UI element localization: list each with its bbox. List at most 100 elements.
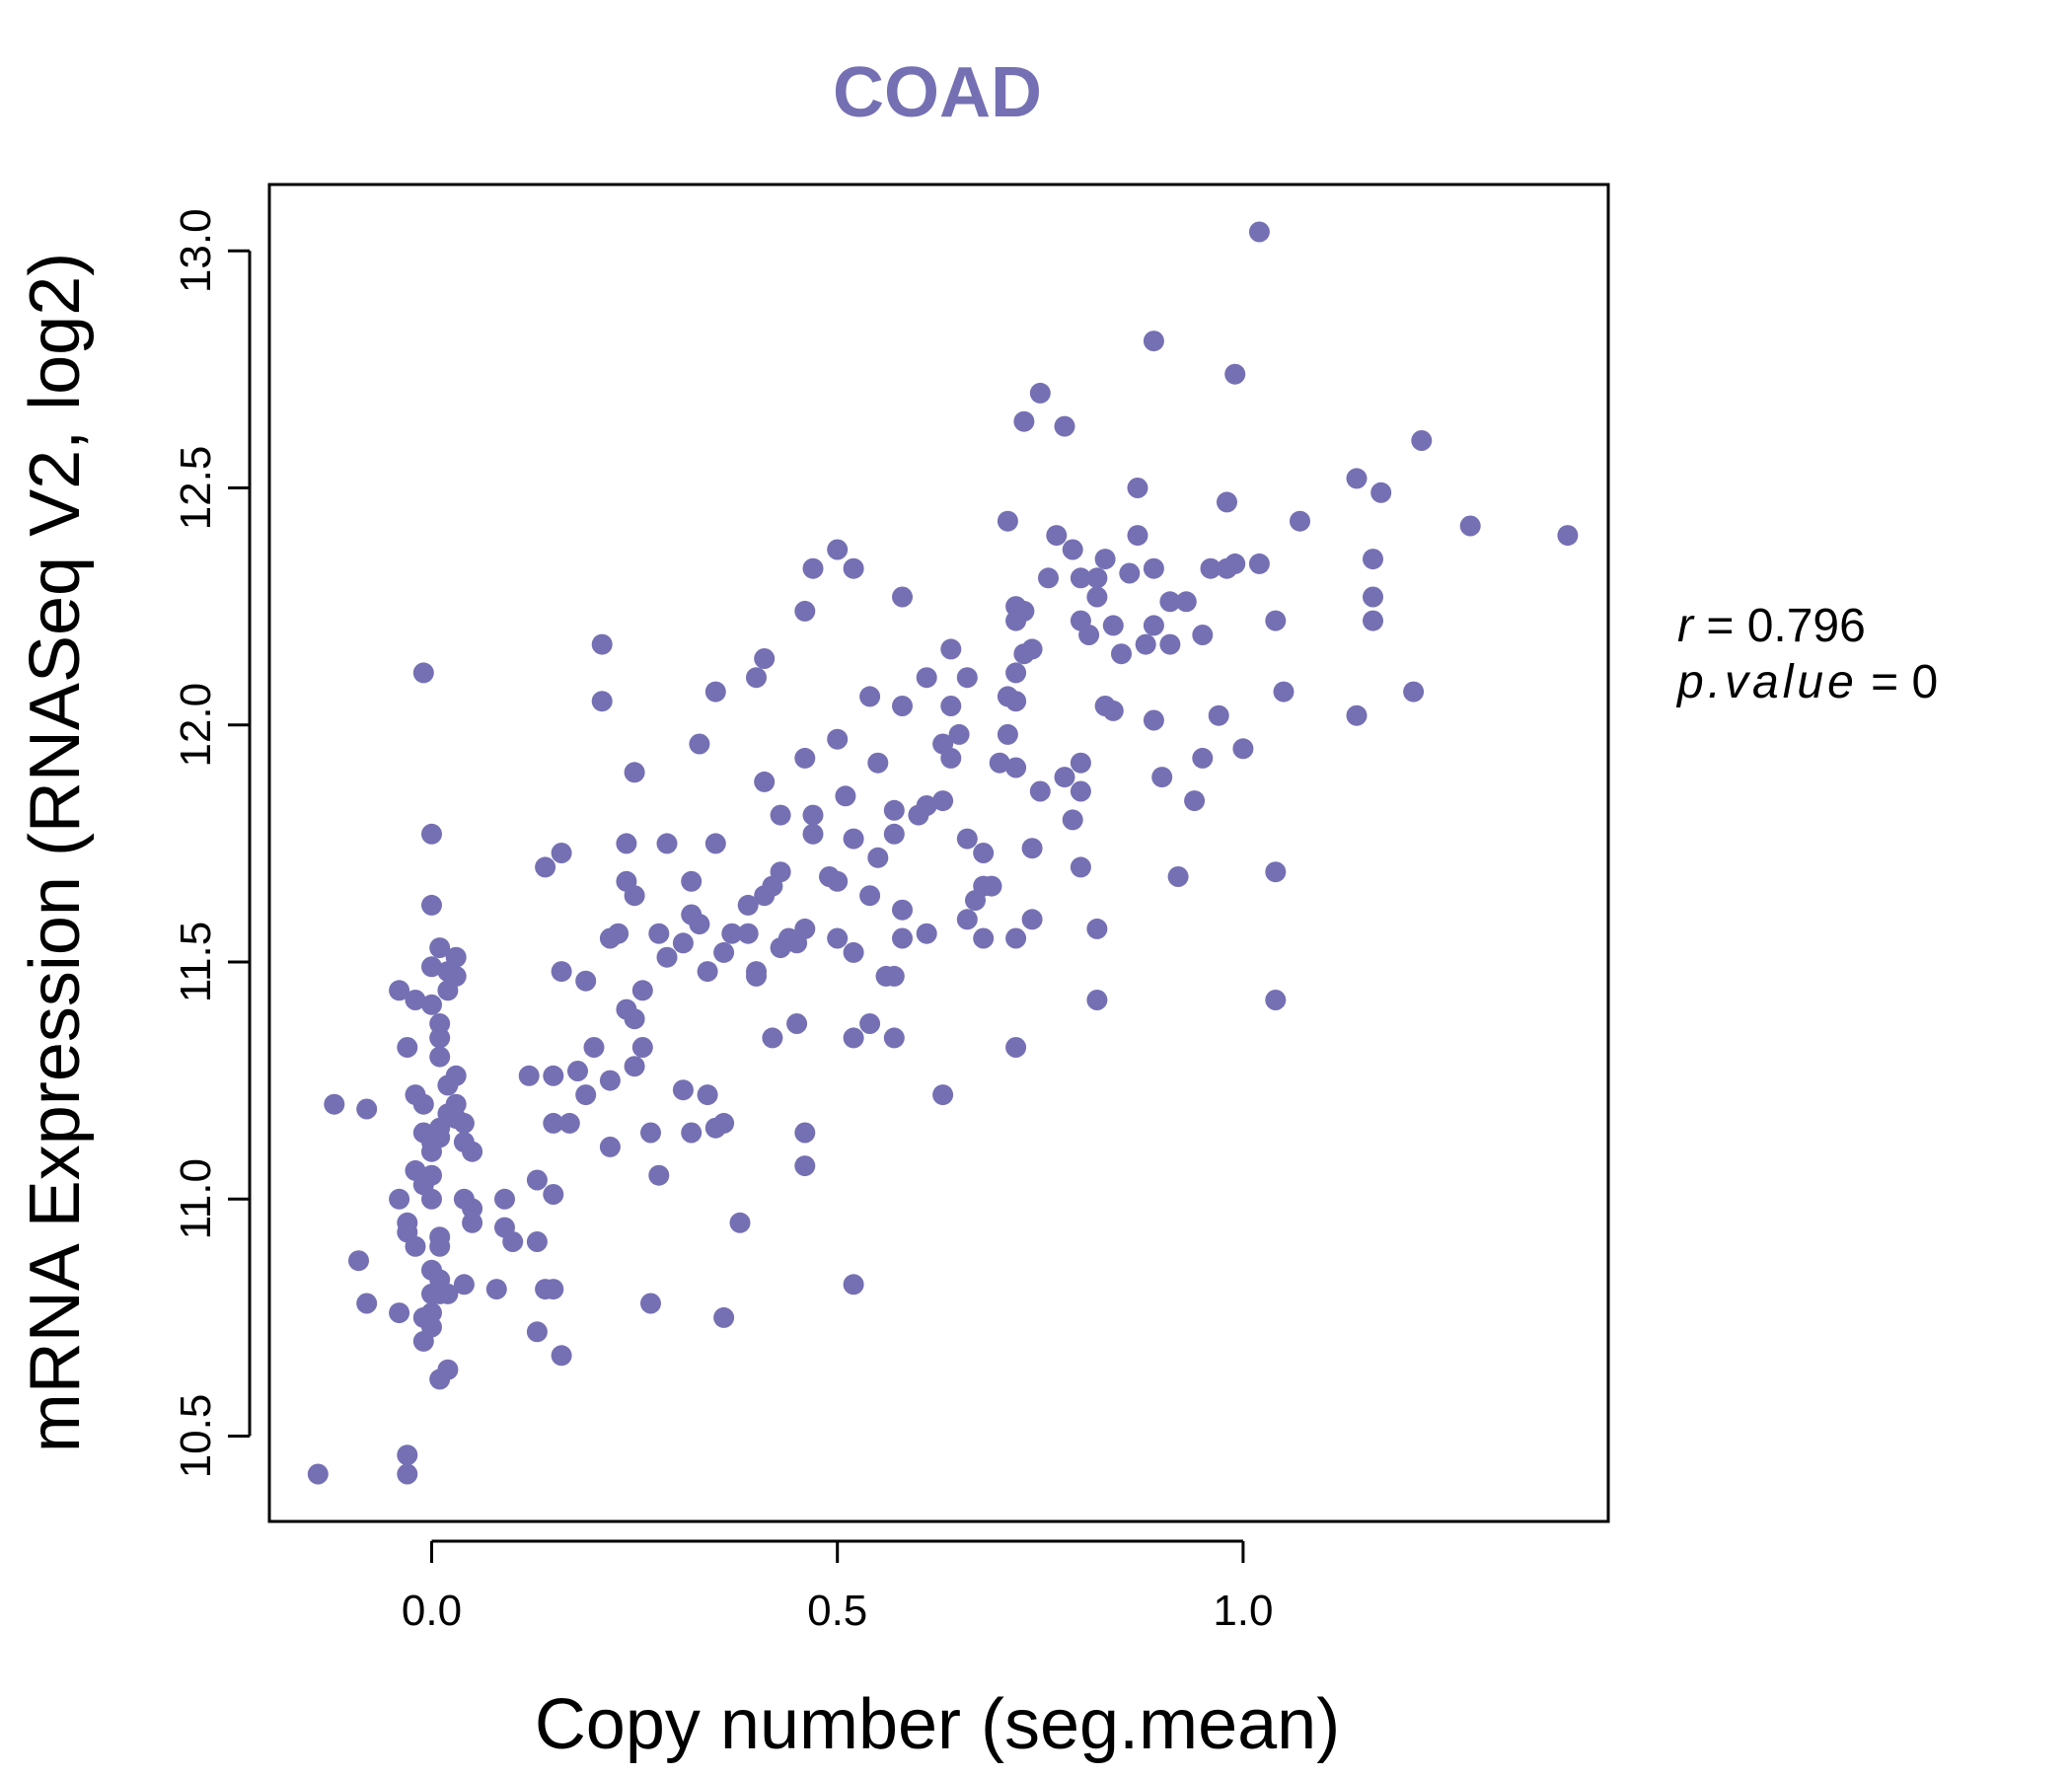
data-point: [421, 823, 442, 845]
data-point: [429, 1046, 451, 1068]
data-point: [1086, 567, 1108, 589]
p-equals: =: [1858, 656, 1912, 708]
data-point: [543, 1112, 564, 1134]
data-point: [640, 1293, 661, 1314]
data-point: [421, 1188, 442, 1210]
x-tick-label: 0.5: [807, 1587, 867, 1635]
data-point: [405, 990, 426, 1010]
data-point: [356, 1098, 378, 1120]
data-point: [1029, 382, 1051, 404]
data-point: [794, 600, 816, 622]
y-tick-label: 10.5: [172, 1394, 220, 1479]
p-value-annotation: p.value = 0: [1675, 656, 1938, 708]
points-layer: [307, 221, 1579, 1485]
data-point: [1143, 331, 1164, 352]
data-point: [453, 1274, 475, 1295]
data-point: [1143, 709, 1164, 731]
data-point: [558, 1112, 580, 1134]
data-point: [356, 1293, 378, 1314]
data-point: [1248, 221, 1270, 243]
data-point: [1363, 610, 1383, 631]
data-point: [681, 870, 703, 892]
data-point: [827, 927, 849, 949]
x-axis: 0.0 0.5 1.0: [402, 1539, 1273, 1635]
data-point: [453, 1112, 475, 1134]
data-point: [867, 752, 889, 774]
data-point: [892, 927, 913, 949]
data-point: [462, 1198, 483, 1220]
data-point: [1005, 662, 1027, 684]
y-tick-label: 11.0: [172, 1158, 220, 1239]
data-point: [421, 994, 442, 1015]
data-point: [843, 1274, 864, 1295]
data-point: [835, 785, 856, 807]
data-point: [883, 799, 905, 821]
data-point: [575, 1084, 597, 1106]
data-point: [567, 1061, 588, 1081]
data-point: [697, 961, 718, 983]
data-point: [989, 752, 1010, 774]
data-point: [916, 795, 937, 816]
data-point: [599, 1070, 621, 1091]
data-point: [956, 828, 978, 850]
data-point: [689, 733, 710, 755]
data-point: [859, 885, 881, 907]
data-point: [421, 1302, 442, 1324]
data-point: [421, 1316, 442, 1338]
data-point: [997, 510, 1018, 532]
data-point: [526, 1231, 548, 1252]
correlation-annotation: r = 0.796: [1677, 600, 1866, 652]
data-point: [1021, 838, 1043, 859]
data-point: [843, 941, 864, 963]
data-point: [1192, 747, 1214, 769]
data-point: [518, 1065, 540, 1086]
plot-frame: [267, 183, 1610, 1523]
data-point: [591, 691, 613, 712]
data-point: [689, 914, 710, 935]
data-point: [802, 557, 824, 579]
data-point: [713, 1112, 735, 1134]
y-tick-label: 13.0: [172, 208, 220, 293]
data-point: [1363, 549, 1383, 570]
data-point: [770, 804, 791, 826]
data-point: [389, 980, 410, 1001]
data-point: [648, 923, 670, 944]
data-point: [551, 961, 572, 983]
data-point: [965, 890, 986, 911]
data-point: [437, 1283, 459, 1304]
data-point: [843, 1027, 864, 1049]
data-point: [827, 728, 849, 750]
y-tick-label: 12.5: [172, 446, 220, 531]
data-point: [1217, 491, 1237, 513]
data-point: [608, 923, 629, 944]
data-point: [1192, 625, 1214, 645]
data-point: [324, 1093, 345, 1115]
data-point: [1054, 767, 1075, 788]
data-point: [932, 790, 954, 812]
data-point: [631, 980, 653, 1001]
data-point: [997, 723, 1018, 745]
data-point: [389, 1302, 410, 1324]
data-point: [526, 1169, 548, 1191]
data-point: [1070, 567, 1091, 589]
data-point: [843, 828, 864, 850]
data-point: [1151, 767, 1173, 788]
y-axis: 10.5 11.0 11.5 12.0 12.5 13.0: [172, 208, 252, 1479]
data-point: [494, 1188, 515, 1210]
data-point: [794, 1122, 816, 1144]
data-point: [786, 1013, 808, 1034]
data-point: [1403, 681, 1425, 703]
data-point: [599, 1136, 621, 1157]
data-point: [704, 833, 726, 854]
data-point: [591, 633, 613, 655]
x-tick-label: 1.0: [1213, 1587, 1273, 1635]
data-point: [526, 1321, 548, 1343]
data-point: [1005, 927, 1027, 949]
data-point: [827, 539, 849, 560]
data-point: [429, 1369, 451, 1390]
data-point: [1070, 780, 1091, 802]
data-point: [397, 1463, 418, 1485]
data-point: [746, 667, 767, 689]
data-point: [397, 1444, 418, 1466]
